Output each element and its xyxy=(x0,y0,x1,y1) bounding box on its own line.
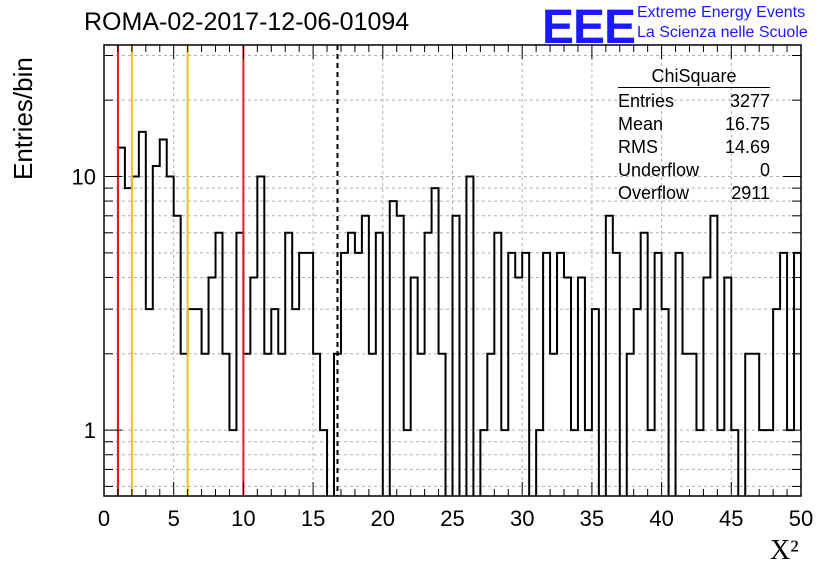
stats-value: 14.69 xyxy=(724,137,770,157)
y-tick-label: 1 xyxy=(84,418,96,443)
stats-row: Mean 16.75 xyxy=(612,113,776,136)
stats-label: Underflow xyxy=(618,160,700,180)
stats-label: Overflow xyxy=(618,183,690,203)
stats-value: 2911 xyxy=(731,183,770,203)
axis-layer: 0 5 10 15 20 25 30 35 40 45 50 1 10 xyxy=(72,44,813,531)
stats-value: 0 xyxy=(759,160,770,180)
stats-row: RMS 14.69 xyxy=(612,136,776,159)
eee-logo: EEE xyxy=(542,1,636,54)
y-tick-label: 10 xyxy=(72,165,96,190)
x-axis-label: X² xyxy=(770,535,799,566)
x-tick-label: 50 xyxy=(789,506,813,531)
x-tick-label: 20 xyxy=(371,506,395,531)
stats-value: 16.75 xyxy=(724,114,770,134)
stats-row: Underflow 0 xyxy=(612,159,776,182)
stats-title: ChiSquare xyxy=(618,66,770,88)
logo-line-1: Extreme Energy Events xyxy=(637,4,806,21)
histogram-outline xyxy=(116,130,801,496)
x-tick-label: 15 xyxy=(301,506,325,531)
stats-label: RMS xyxy=(618,137,658,157)
y-axis-label: Entries/bin xyxy=(8,57,38,180)
stats-row: Entries 3277 xyxy=(612,90,776,113)
x-tick-label: 5 xyxy=(168,506,180,531)
x-tick-label: 45 xyxy=(719,506,743,531)
reference-lines-layer xyxy=(116,45,339,496)
x-tick-label: 30 xyxy=(510,506,534,531)
histogram-layer xyxy=(116,130,801,496)
x-tick-label: 0 xyxy=(98,506,110,531)
stats-label: Entries xyxy=(618,91,675,111)
x-tick-label: 10 xyxy=(231,506,255,531)
stats-box: ChiSquare Entries 3277 Mean 16.75 RMS 14.69… xyxy=(612,66,776,205)
x-tick-label: 40 xyxy=(649,506,673,531)
x-tick-label: 25 xyxy=(440,506,464,531)
stats-label: Mean xyxy=(618,114,664,134)
stats-row: Overflow 2911 xyxy=(612,182,776,205)
logo-line-2: La Scienza nelle Scuole xyxy=(637,24,808,41)
x-tick-label: 35 xyxy=(580,506,604,531)
run-title: ROMA-02-2017-12-06-01094 xyxy=(84,8,410,36)
stats-value: 3277 xyxy=(729,91,770,111)
